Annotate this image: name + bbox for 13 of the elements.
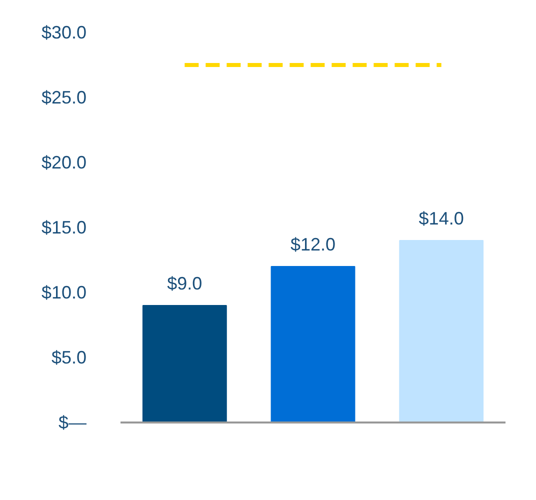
data-label: $14.0 bbox=[418, 208, 464, 228]
bar bbox=[142, 305, 227, 422]
data-label: $12.0 bbox=[290, 234, 336, 254]
y-tick-label: $— bbox=[58, 412, 87, 432]
data-label: $9.0 bbox=[167, 274, 202, 294]
y-tick-label: $5.0 bbox=[51, 348, 87, 368]
bar bbox=[270, 266, 356, 422]
y-tick-label: $15.0 bbox=[41, 218, 87, 238]
bar bbox=[399, 240, 484, 422]
y-tick-label: $20.0 bbox=[41, 152, 87, 172]
y-tick-label: $25.0 bbox=[41, 88, 87, 108]
y-tick-label: $30.0 bbox=[41, 22, 87, 42]
y-tick-label: $10.0 bbox=[41, 282, 87, 302]
